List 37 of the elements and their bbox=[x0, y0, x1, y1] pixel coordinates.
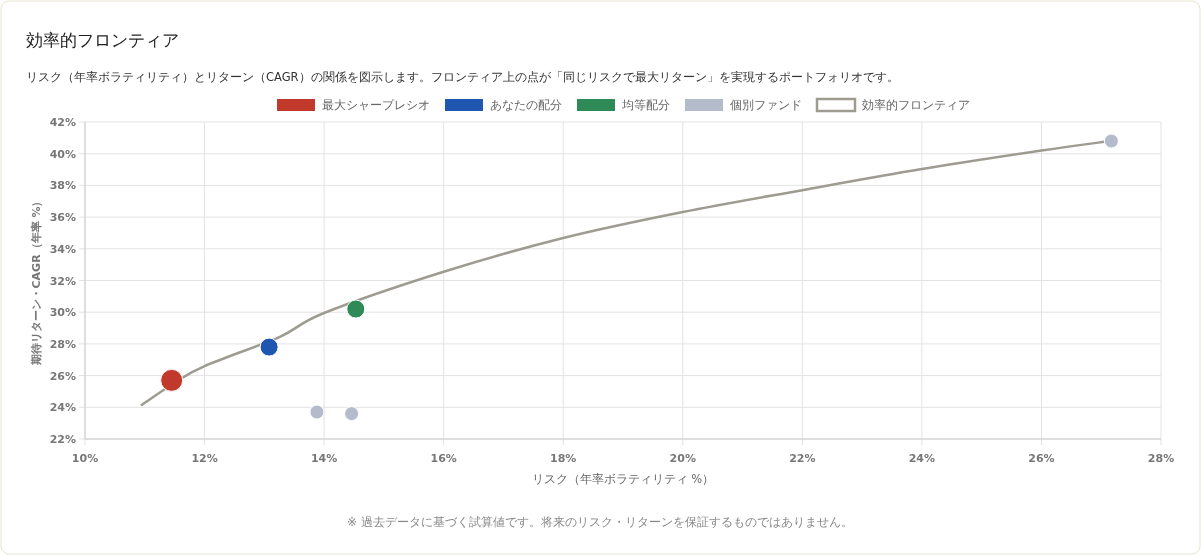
legend-label: 効率的フロンティア bbox=[862, 98, 970, 112]
y-tick-label: 30% bbox=[49, 306, 76, 320]
point bbox=[1103, 133, 1119, 149]
x-axis-title: リスク（年率ボラティリティ %） bbox=[531, 472, 715, 486]
point bbox=[346, 299, 366, 319]
point bbox=[160, 368, 184, 392]
chart-subtitle: リスク（年率ボラティリティ）とリターン（CAGR）の関係を図示します。フロンティア上の点が「同じリスクで最大リターン」を実現するポートフォリオです。 bbox=[26, 70, 899, 84]
point bbox=[259, 337, 279, 357]
y-tick-label: 28% bbox=[49, 337, 76, 351]
legend-label: 均等配分 bbox=[621, 98, 670, 112]
x-tick-label: 22% bbox=[789, 452, 816, 465]
x-tick-label: 12% bbox=[191, 452, 218, 465]
text: ※ 過去データに基づく試算値です。将来のリスク・リターンを保証するものではありません。 bbox=[347, 515, 853, 529]
legend-label: 最大シャープレシオ bbox=[322, 98, 430, 112]
y-tick-label: 38% bbox=[49, 179, 76, 193]
legend-label: あなたの配分 bbox=[490, 98, 562, 112]
x-tick-label: 20% bbox=[669, 452, 696, 465]
legend-label: 個別ファンド bbox=[730, 98, 802, 112]
point bbox=[344, 406, 360, 422]
x-tick-label: 14% bbox=[310, 452, 338, 465]
y-tick-label: 34% bbox=[49, 242, 76, 256]
x-tick-label: 24% bbox=[908, 452, 936, 465]
y-axis-title: 期待リターン・CAGR（年率 %） bbox=[30, 195, 43, 367]
x-tick-label: 10% bbox=[71, 452, 99, 465]
y-tick-label: 24% bbox=[49, 401, 76, 415]
x-tick-label: 28% bbox=[1147, 452, 1175, 465]
y-tick-label: 40% bbox=[49, 147, 76, 161]
y-tick-label: 36% bbox=[49, 211, 76, 225]
chart-title: 効率的フロンティア bbox=[26, 30, 179, 50]
y-tick-label: 42% bbox=[49, 116, 76, 129]
y-tick-label: 32% bbox=[49, 274, 76, 288]
x-tick-label: 26% bbox=[1028, 452, 1055, 465]
x-tick-label: 16% bbox=[430, 452, 457, 465]
point bbox=[309, 404, 325, 420]
x-tick-label: 18% bbox=[550, 452, 577, 465]
y-tick-label: 26% bbox=[49, 369, 76, 383]
y-tick-label: 22% bbox=[49, 433, 76, 446]
